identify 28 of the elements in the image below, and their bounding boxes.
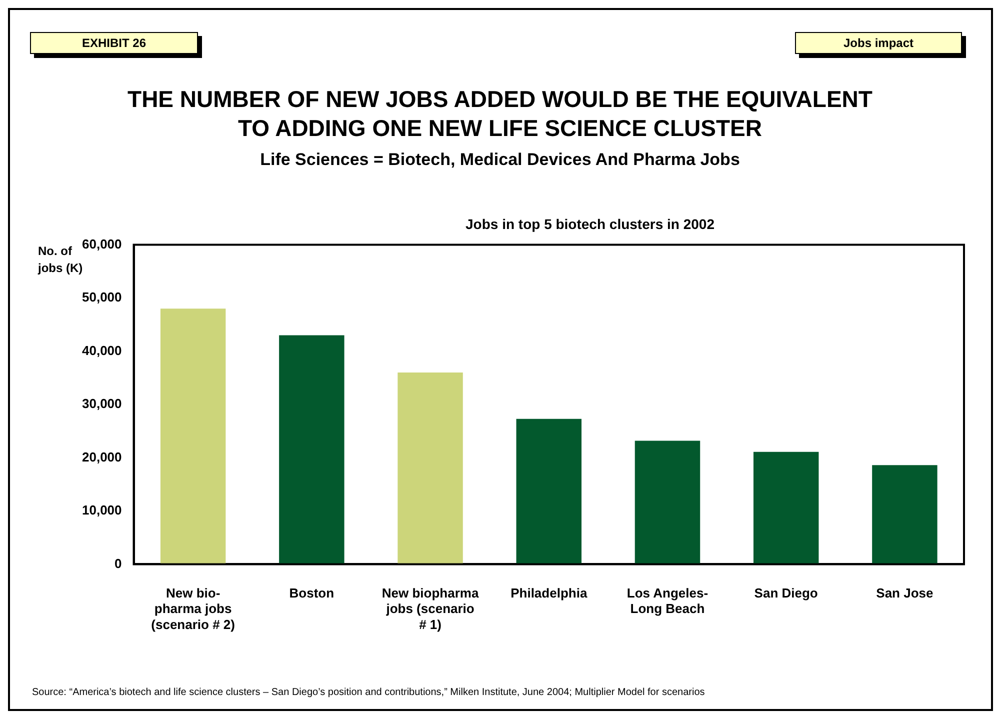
chart-title: THE NUMBER OF NEW JOBS ADDED WOULD BE THE EQUIVALENT TO ADDING ONE NEW LIFE SCIENCE CLUSTER: [126, 85, 874, 143]
x-tick-label: Boston: [289, 586, 334, 601]
x-tick-label: New bio-pharma jobs (scenario # 2): [151, 586, 235, 632]
source-note: Source: “America’s biotech and life science clusters – San Diego’s position and contributions,” Milken Institute, June 2004; Multiplier Model for scenarios: [32, 687, 705, 698]
bar: [516, 418, 582, 564]
text: EXHIBIT 26: [30, 32, 198, 54]
y-tick-label: 20,000: [82, 449, 122, 464]
y-tick-label: 50,000: [82, 290, 122, 305]
x-tick-label: Los Angeles-Long Beach: [626, 586, 708, 616]
chart-subtitle: Life Sciences = Biotech, Medical Devices And Pharma Jobs: [259, 150, 741, 170]
y-axis-title: No. of jobs (K): [38, 244, 83, 275]
y-tick-label: 10,000: [82, 502, 122, 518]
text: Jobs impact: [795, 32, 962, 54]
x-tick-label: Philadelphia: [510, 586, 588, 601]
y-tick-label: 60,000: [82, 236, 122, 252]
y-tick-label: 0: [114, 556, 122, 571]
y-tick-label: 30,000: [82, 396, 122, 412]
bar: [160, 308, 226, 564]
x-tick-label: San Diego: [754, 586, 818, 601]
bar: [279, 335, 344, 564]
text: Jobs in top 5 biotech clusters in 2002: [464, 216, 716, 232]
y-tick-label: 40,000: [82, 342, 122, 358]
x-tick-label: New biopharma jobs (scenario # 1): [382, 586, 480, 632]
bar: [753, 452, 819, 564]
bar: [872, 465, 938, 564]
x-tick-label: San Jose: [876, 586, 934, 601]
bar: [398, 372, 463, 564]
bar: [634, 440, 700, 564]
